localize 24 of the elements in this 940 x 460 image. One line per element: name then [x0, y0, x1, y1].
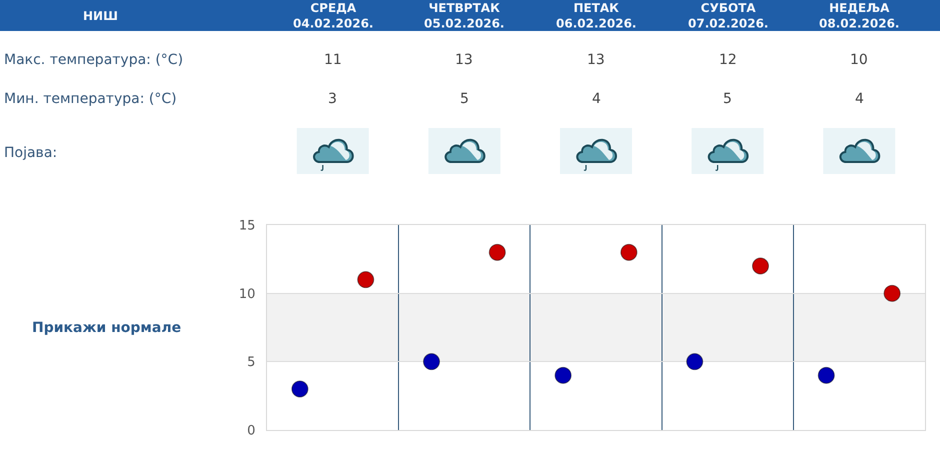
data-label: 5: [460, 91, 469, 107]
data-label: 4: [592, 91, 601, 107]
text: ЧЕТВРТАК 05.02.2026.: [424, 1, 504, 31]
data-label: 4: [855, 91, 864, 107]
text: СРЕДА 04.02.2026.: [293, 1, 374, 31]
text: Макс. температура: (°C): [4, 52, 184, 68]
text: Мин. температура: (°C): [4, 91, 177, 107]
data-label: 11: [324, 52, 342, 68]
data-label: 13: [455, 52, 473, 68]
text: ПЕТАК 06.02.2026.: [556, 1, 636, 31]
data-label: 13: [587, 52, 605, 68]
data-label: 10: [850, 52, 868, 68]
y-tick-label: 10: [238, 286, 256, 302]
y-tick-label: 5: [247, 355, 256, 370]
y-tick-label: 15: [238, 218, 256, 234]
y-tick-label: 0: [247, 424, 256, 439]
data-label: 5: [723, 91, 732, 107]
text: СУБОТА 07.02.2026.: [688, 1, 768, 31]
text: НИШ: [83, 9, 118, 23]
text: Прикажи нормале: [32, 320, 182, 336]
data-label: 3: [328, 91, 337, 107]
text: НЕДЕЉА 08.02.2026.: [819, 1, 900, 31]
data-label: 12: [719, 52, 737, 68]
text: Појава:: [4, 145, 58, 161]
